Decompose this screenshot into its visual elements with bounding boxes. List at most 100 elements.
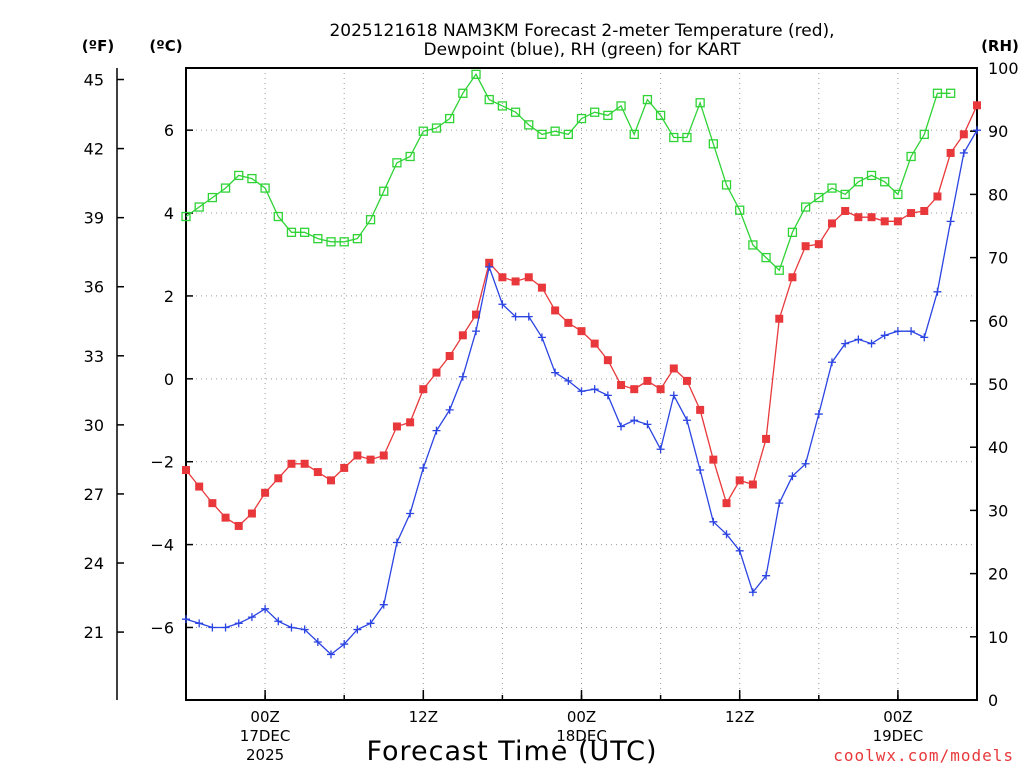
dewpoint-point: [525, 313, 533, 321]
temperature-point: [696, 406, 704, 414]
temperature-point: [736, 476, 744, 484]
unit-fahrenheit: (ºF): [82, 37, 114, 55]
dewpoint-point: [222, 623, 230, 631]
dewpoint-point: [947, 217, 955, 225]
dewpoint-point: [894, 327, 902, 335]
temperature-point: [578, 327, 586, 335]
temperature-point: [222, 514, 230, 522]
temperature-point: [933, 192, 941, 200]
temperature-point: [182, 466, 190, 474]
rh-tick-label: 80: [988, 185, 1008, 204]
dewpoint-point: [617, 422, 625, 430]
chart-title-line1: 2025121618 NAM3KM Forecast 2-meter Tempe…: [329, 21, 834, 41]
x-axis-label: Forecast Time (UTC): [366, 736, 657, 767]
temperature-point: [617, 381, 625, 389]
temperature-point: [920, 207, 928, 215]
temperature-point: [591, 340, 599, 348]
temperature-point: [564, 319, 572, 327]
temperature-point: [947, 149, 955, 157]
temperature-point: [367, 456, 375, 464]
dewpoint-point: [630, 416, 638, 424]
dewpoint-point: [591, 385, 599, 393]
dewpoint-point: [973, 126, 981, 134]
unit-celsius: (ºC): [149, 37, 182, 55]
rh-tick-label: 50: [988, 375, 1008, 394]
x-tick-date: 19DEC: [873, 727, 924, 745]
f-tick-label: 27: [84, 485, 104, 504]
rh-tick-label: 40: [988, 438, 1008, 457]
temperature-point: [828, 219, 836, 227]
temperature-point: [525, 273, 533, 281]
credit-text: coolwx.com/models: [833, 746, 1014, 765]
temperature-point: [551, 306, 559, 314]
temperature-point: [723, 499, 731, 507]
temperature-point: [327, 476, 335, 484]
x-tick-label: 00Z: [883, 708, 912, 726]
dewpoint-point: [643, 420, 651, 428]
temperature-point: [630, 385, 638, 393]
temperature-point: [419, 385, 427, 393]
temperature-point: [195, 483, 203, 491]
dewpoint-point: [406, 510, 414, 518]
temperature-point: [314, 468, 322, 476]
c-tick-label: 0: [164, 370, 174, 389]
dewpoint-point: [287, 623, 295, 631]
temperature-point: [854, 213, 862, 221]
temperature-point: [208, 499, 216, 507]
rh-tick-label: 90: [988, 122, 1008, 141]
temperature-point: [762, 435, 770, 443]
series-line-rh: [186, 74, 951, 270]
temperature-point: [446, 352, 454, 360]
dewpoint-point: [432, 427, 440, 435]
f-tick-label: 36: [84, 278, 104, 297]
dewpoint-point: [419, 464, 427, 472]
temperature-point: [973, 101, 981, 109]
dewpoint-point: [248, 613, 256, 621]
temperature-point: [749, 480, 757, 488]
temperature-point: [432, 369, 440, 377]
rh-tick-label: 70: [988, 249, 1008, 268]
temperature-point: [881, 217, 889, 225]
dewpoint-point: [683, 416, 691, 424]
dewpoint-point: [828, 358, 836, 366]
temperature-point: [907, 209, 915, 217]
c-tick-label: −2: [150, 453, 174, 472]
rh-tick-label: 60: [988, 312, 1008, 331]
f-tick-label: 33: [84, 347, 104, 366]
temperature-point: [709, 456, 717, 464]
dewpoint-point: [670, 391, 678, 399]
temperature-point: [643, 377, 651, 385]
dewpoint-point: [696, 466, 704, 474]
chart: 2025121618 NAM3KM Forecast 2-meter Tempe…: [0, 0, 1024, 768]
temperature-point: [261, 489, 269, 497]
temperature-point: [406, 418, 414, 426]
f-tick-label: 21: [84, 623, 104, 642]
dewpoint-point: [182, 615, 190, 623]
temperature-point: [683, 377, 691, 385]
temperature-point: [815, 240, 823, 248]
dewpoint-point: [775, 499, 783, 507]
temperature-point: [841, 207, 849, 215]
dewpoint-point: [907, 327, 915, 335]
x-tick-label: 00Z: [567, 708, 596, 726]
rh-tick-label: 0: [988, 691, 998, 710]
x-tick-date: 17DEC: [240, 727, 291, 745]
temperature-point: [512, 277, 520, 285]
dewpoint-point: [854, 335, 862, 343]
dewpoint-point: [208, 623, 216, 631]
dewpoint-point: [551, 369, 559, 377]
grid-lines: [186, 68, 977, 700]
rh-tick-label: 20: [988, 565, 1008, 584]
temperature-point: [868, 213, 876, 221]
temperature-point: [498, 273, 506, 281]
temperature-point: [459, 331, 467, 339]
temperature-point: [380, 451, 388, 459]
series-temperature: [182, 101, 981, 530]
dewpoint-point: [920, 333, 928, 341]
dewpoint-point: [868, 340, 876, 348]
temperature-point: [775, 315, 783, 323]
temperature-point: [894, 217, 902, 225]
dewpoint-point: [604, 391, 612, 399]
temperature-point: [235, 522, 243, 530]
temperature-point: [802, 242, 810, 250]
